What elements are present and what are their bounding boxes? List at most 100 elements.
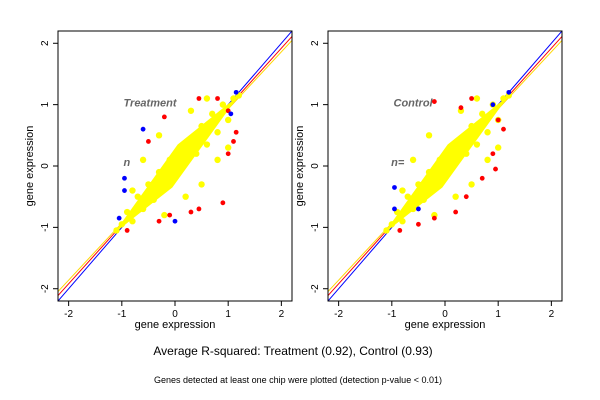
data-point: [425, 132, 433, 139]
y-tick-label: -1: [310, 222, 321, 231]
x-tick-label: -2: [64, 309, 73, 320]
data-point: [479, 110, 486, 118]
data-point: [452, 193, 459, 200]
data-point: [409, 156, 417, 164]
data-point: [392, 206, 397, 212]
data-point: [490, 151, 496, 157]
data-point: [172, 218, 178, 224]
x-tick-label: 0: [172, 309, 178, 320]
data-point: [453, 209, 459, 215]
data-point: [214, 156, 221, 164]
data-point: [177, 144, 184, 151]
data-point: [228, 111, 234, 117]
figure-footnote: Genes detected at least one chip were pl…: [154, 375, 442, 385]
data-point: [129, 187, 136, 194]
data-point: [219, 101, 227, 108]
data-point: [171, 172, 179, 179]
y-tick-label: 1: [40, 101, 51, 107]
data-point: [118, 221, 126, 228]
n-label: n=: [391, 157, 405, 169]
data-point: [233, 129, 239, 135]
data-point: [123, 208, 131, 216]
data-point: [187, 107, 195, 114]
data-point: [431, 215, 437, 221]
data-point: [399, 187, 406, 194]
data-point: [198, 122, 205, 130]
data-point: [457, 135, 465, 142]
data-point: [224, 116, 232, 124]
x-tick-label: 1: [225, 309, 231, 320]
x-tick-label: -2: [334, 309, 343, 320]
data-point: [122, 175, 127, 181]
y-tick-label: 0: [310, 163, 321, 169]
data-point: [139, 156, 147, 164]
data-point: [233, 89, 239, 95]
data-point: [187, 135, 195, 142]
n-label: n: [124, 157, 131, 169]
data-point: [388, 221, 396, 228]
data-point: [224, 144, 232, 151]
data-point: [231, 139, 236, 144]
data-point: [431, 184, 438, 191]
data-point: [416, 206, 421, 212]
data-point: [116, 215, 122, 221]
x-axis-label: gene expression: [405, 319, 486, 331]
data-point: [479, 175, 485, 181]
figure-caption: Average R-squared: Treatment (0.92), Con…: [153, 344, 432, 358]
data-point: [473, 95, 481, 102]
data-point: [134, 193, 141, 200]
data-point: [167, 212, 173, 218]
data-point: [225, 151, 231, 157]
y-axis-label: gene expression: [294, 126, 306, 207]
y-tick-label: -1: [40, 222, 51, 231]
data-point: [166, 156, 173, 164]
x-tick-label: 1: [495, 309, 501, 320]
data-point: [203, 141, 211, 148]
data-point: [458, 105, 464, 111]
x-tick-label: 2: [279, 309, 285, 320]
x-tick-label: 0: [442, 309, 448, 320]
data-point: [161, 114, 167, 120]
data-point: [188, 209, 194, 215]
y-axis-label: gene expression: [24, 126, 36, 207]
data-point: [399, 218, 406, 225]
data-point: [490, 102, 496, 108]
point-cloud: [383, 95, 509, 234]
data-point: [404, 193, 411, 200]
data-point: [182, 193, 189, 200]
data-point: [494, 144, 502, 151]
data-point: [416, 221, 421, 227]
data-point: [220, 200, 226, 206]
data-point: [139, 205, 147, 213]
scatter-panel-1: Treatment n -2 -1 0 1 2 -2 -1 0 1 2 gene expression g…: [24, 30, 293, 331]
data-point: [161, 211, 168, 219]
data-point: [161, 184, 168, 191]
panel-title: Control: [394, 98, 434, 110]
data-point: [196, 96, 202, 101]
data-point: [156, 218, 162, 224]
data-point: [122, 188, 127, 193]
data-point: [145, 181, 152, 188]
data-point: [447, 144, 454, 151]
data-point: [468, 122, 475, 130]
data-point: [484, 156, 491, 164]
data-point: [500, 95, 507, 102]
data-point: [431, 99, 437, 104]
y-tick-label: -2: [310, 284, 321, 293]
data-point: [392, 185, 397, 190]
y-tick-label: -2: [40, 284, 51, 293]
data-point: [193, 150, 200, 157]
data-point: [155, 168, 163, 176]
data-point: [129, 218, 136, 225]
data-point: [215, 96, 220, 101]
data-point: [501, 126, 506, 132]
data-point: [409, 205, 417, 213]
data-point: [209, 110, 216, 118]
x-tick-label: -1: [387, 309, 396, 320]
data-point: [463, 194, 469, 200]
data-point: [420, 196, 427, 203]
x-axis-label: gene expression: [135, 319, 216, 331]
data-point: [425, 168, 433, 176]
x-tick-label: 2: [549, 309, 555, 320]
